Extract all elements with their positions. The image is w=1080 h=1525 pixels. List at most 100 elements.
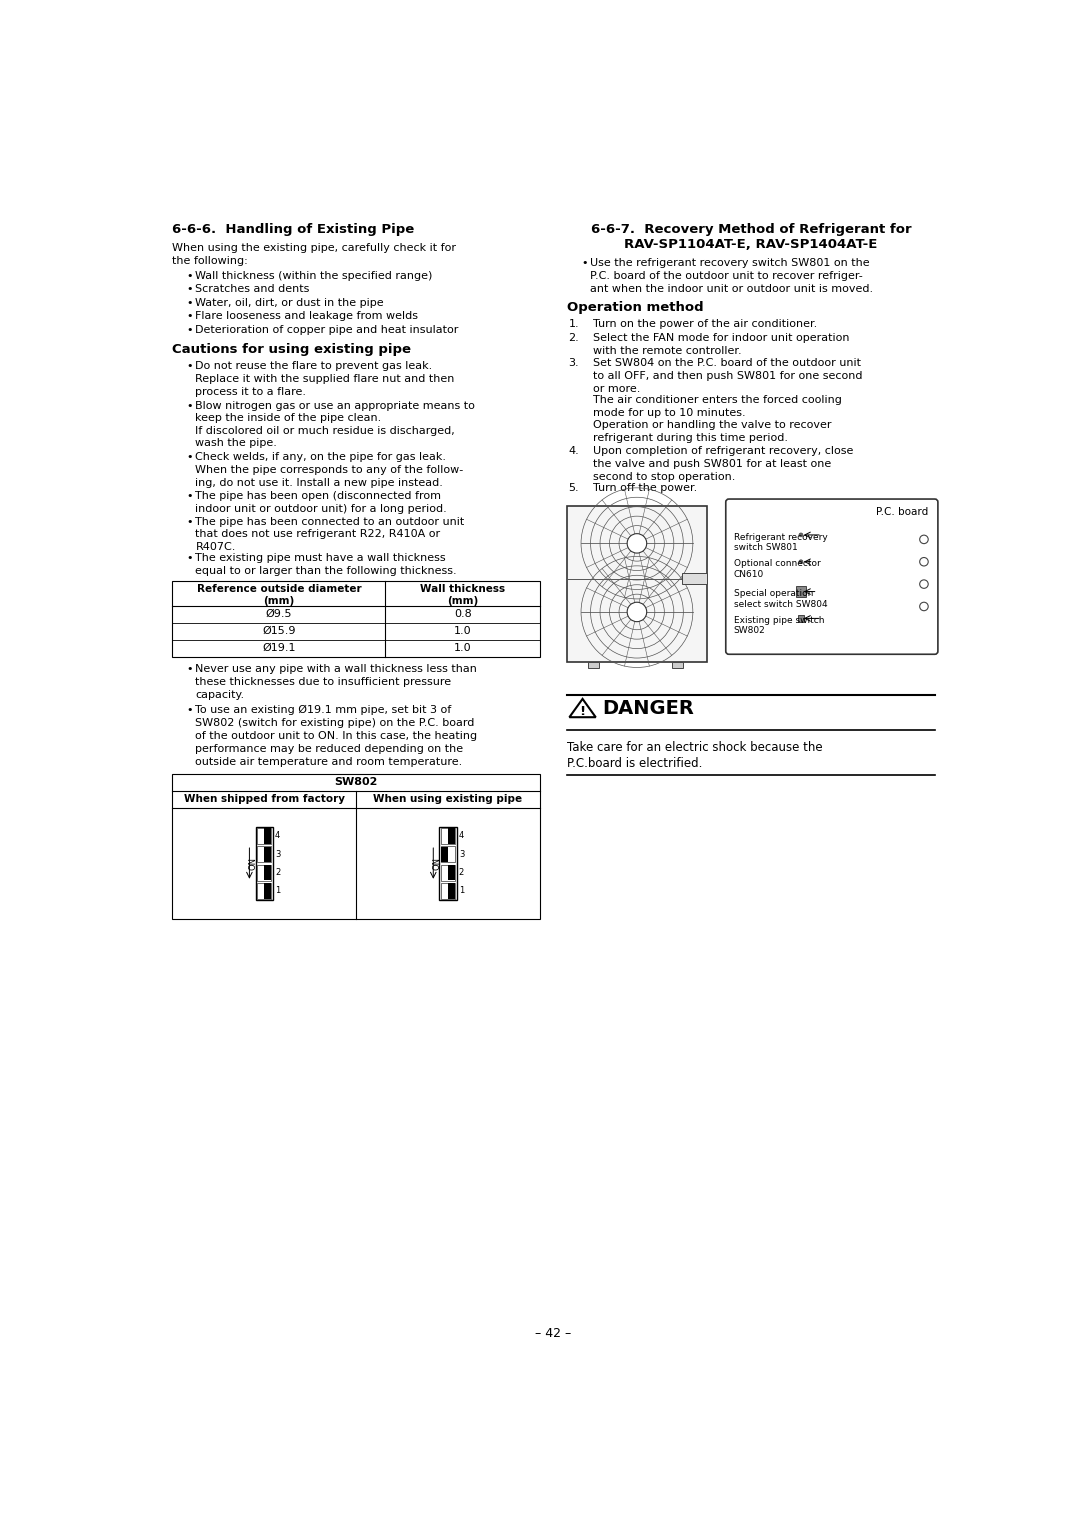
Text: Wall thickness (within the specified range): Wall thickness (within the specified ran… [195,270,433,281]
FancyBboxPatch shape [726,499,937,654]
Text: DANGER: DANGER [603,700,694,718]
Bar [440,827,457,900]
Text: •: • [186,665,192,674]
Text: Ø9.5: Ø9.5 [266,608,292,619]
Bar [264,865,271,880]
Text: Existing pipe switch
SW802: Existing pipe switch SW802 [733,616,824,636]
Text: 6-6-7.  Recovery Method of Refrigerant for: 6-6-7. Recovery Method of Refrigerant fo… [591,223,912,236]
Text: Deterioration of copper pipe and heat insulator: Deterioration of copper pipe and heat in… [195,325,459,334]
Text: 3: 3 [459,849,464,859]
Text: •: • [186,705,192,715]
Text: •: • [186,284,192,294]
Text: 5.: 5. [568,483,579,493]
Text: 4: 4 [459,831,464,840]
Bar [257,883,271,898]
Text: Ø15.9: Ø15.9 [262,625,296,636]
Text: •: • [186,270,192,281]
Text: 1.: 1. [568,319,579,329]
Bar [264,883,271,898]
Text: •: • [186,361,192,371]
Text: •: • [186,325,192,334]
Text: – 42 –: – 42 – [536,1327,571,1340]
Text: •: • [186,517,192,526]
Text: 1: 1 [459,886,464,895]
Bar [441,865,455,880]
Text: Operation or handling the valve to recover
refrigerant during this time period.: Operation or handling the valve to recov… [593,421,832,444]
Bar [441,883,455,898]
Circle shape [799,560,802,564]
Text: If discolored oil or much residue is discharged,
wash the pipe.: If discolored oil or much residue is dis… [195,425,455,448]
Text: 3: 3 [275,849,281,859]
Text: Blow nitrogen gas or use an appropriate means to
keep the inside of the pipe cle: Blow nitrogen gas or use an appropriate … [195,401,475,424]
Text: To use an existing Ø19.1 mm pipe, set bit 3 of
SW802 (switch for existing pipe) : To use an existing Ø19.1 mm pipe, set bi… [195,705,477,767]
Text: When using the existing pipe, carefully check it for
the following:: When using the existing pipe, carefully … [172,242,456,265]
Text: 2: 2 [459,868,464,877]
Bar [441,846,448,862]
Text: Flare looseness and leakage from welds: Flare looseness and leakage from welds [195,311,418,322]
Circle shape [920,535,928,543]
Text: Wall thickness
(mm): Wall thickness (mm) [420,584,505,607]
Circle shape [627,602,647,622]
Text: 2.: 2. [568,332,579,343]
Text: ON: ON [248,857,258,869]
Bar [172,581,540,657]
Bar [441,846,455,862]
Text: 4: 4 [275,831,280,840]
Text: The pipe has been open (disconnected from
indoor unit or outdoor unit) for a lon: The pipe has been open (disconnected fro… [195,491,447,514]
Bar [681,573,706,584]
Bar [172,773,540,920]
Text: 4.: 4. [568,445,579,456]
Text: Take care for an electric shock because the
P.C.board is electrified.: Take care for an electric shock because … [567,741,823,770]
Text: Select the FAN mode for indoor unit operation
with the remote controller.: Select the FAN mode for indoor unit oper… [593,332,850,355]
Bar [257,846,271,862]
Text: ON: ON [433,857,442,869]
Text: Replace it with the supplied flare nut and then
process it to a flare.: Replace it with the supplied flare nut a… [195,375,455,396]
Text: Never use any pipe with a wall thickness less than
these thicknesses due to insu: Never use any pipe with a wall thickness… [195,665,477,700]
Bar [567,506,706,662]
Text: 2: 2 [275,868,280,877]
Text: When the pipe corresponds to any of the follow-
ing, do not use it. Install a ne: When the pipe corresponds to any of the … [195,465,463,488]
Text: When using existing pipe: When using existing pipe [374,793,523,804]
Text: Special operation
select switch SW804: Special operation select switch SW804 [733,589,827,608]
Circle shape [920,580,928,589]
Text: 3.: 3. [568,358,579,368]
Bar [798,615,804,622]
Bar [448,865,455,880]
Text: P.C. board: P.C. board [876,506,929,517]
Text: •: • [186,297,192,308]
Text: Water, oil, dirt, or dust in the pipe: Water, oil, dirt, or dust in the pipe [195,297,384,308]
Text: The pipe has been connected to an outdoor unit
that does not use refrigerant R22: The pipe has been connected to an outdoo… [195,517,464,552]
Text: Turn off the power.: Turn off the power. [593,483,698,493]
Text: •: • [186,311,192,322]
Text: Cautions for using existing pipe: Cautions for using existing pipe [172,343,411,355]
Circle shape [799,534,802,537]
Bar [257,828,271,843]
Text: Turn on the power of the air conditioner.: Turn on the power of the air conditioner… [593,319,818,329]
Text: The air conditioner enters the forced cooling
mode for up to 10 minutes.: The air conditioner enters the forced co… [593,395,842,418]
Bar [264,828,271,843]
Text: •: • [186,401,192,410]
Text: •: • [186,491,192,502]
Text: 1.0: 1.0 [454,625,472,636]
Text: RAV-SP1104AT-E, RAV-SP1404AT-E: RAV-SP1104AT-E, RAV-SP1404AT-E [624,238,878,252]
Text: Refrigerant recovery
switch SW801: Refrigerant recovery switch SW801 [733,532,827,552]
Bar [448,883,455,898]
Bar [796,586,806,596]
Text: Ø19.1: Ø19.1 [262,642,296,653]
Text: Upon completion of refrigerant recovery, close
the valve and push SW801 for at l: Upon completion of refrigerant recovery,… [593,445,854,482]
Text: Use the refrigerant recovery switch SW801 on the
P.C. board of the outdoor unit : Use the refrigerant recovery switch SW80… [591,258,874,294]
Bar [588,662,599,668]
Text: 0.8: 0.8 [454,608,472,619]
Text: The existing pipe must have a wall thickness
equal to or larger than the followi: The existing pipe must have a wall thick… [195,554,457,576]
Text: SW802: SW802 [335,776,378,787]
Text: When shipped from factory: When shipped from factory [184,793,345,804]
Circle shape [627,534,647,554]
Text: Optional connector
CN610: Optional connector CN610 [733,560,821,580]
Text: 1: 1 [275,886,280,895]
Bar [448,828,455,843]
Text: Scratches and dents: Scratches and dents [195,284,310,294]
Text: 6-6-6.  Handling of Existing Pipe: 6-6-6. Handling of Existing Pipe [172,223,415,236]
Text: Check welds, if any, on the pipe for gas leak.: Check welds, if any, on the pipe for gas… [195,451,446,462]
Bar [441,828,455,843]
Text: Reference outside diameter
(mm): Reference outside diameter (mm) [197,584,361,607]
